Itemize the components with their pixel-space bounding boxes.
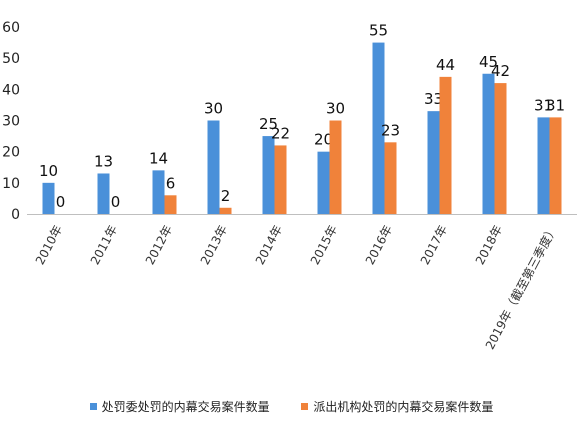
x-tick-label: 2018年 xyxy=(473,223,505,267)
x-tick-label: 2016年 xyxy=(363,223,395,267)
x-tick-label: 2010年 xyxy=(33,223,65,267)
y-tick-label: 0 xyxy=(11,207,20,223)
x-tick-label: 2011年 xyxy=(88,223,120,267)
data-label-series-2: 2 xyxy=(221,187,231,205)
legend-item-series-1: 处罚委处罚的内幕交易案件数量 xyxy=(89,398,270,415)
y-tick-label: 60 xyxy=(2,20,20,36)
data-label-series-1: 31 xyxy=(534,96,553,114)
bar-series-1 xyxy=(42,182,55,214)
x-tick-label: 2014年 xyxy=(253,223,285,267)
bar-series-1 xyxy=(207,120,220,214)
data-label-series-1: 25 xyxy=(259,115,278,133)
data-label-series-1: 33 xyxy=(424,90,443,108)
y-tick-label: 30 xyxy=(2,114,20,130)
data-label-series-1: 13 xyxy=(94,152,113,170)
bar-series-1 xyxy=(372,42,385,215)
x-tick-label: 2017年 xyxy=(418,223,450,267)
bar-series-2 xyxy=(274,145,287,214)
data-label-series-2: 44 xyxy=(436,56,455,74)
bar-series-2 xyxy=(219,207,232,214)
data-label-series-1: 20 xyxy=(314,131,333,149)
bar-series-1 xyxy=(482,73,495,214)
data-label-series-2: 30 xyxy=(326,100,345,118)
bar-series-1 xyxy=(317,151,330,214)
bar-chart: 0 10 20 30 40 50 60 10 0 2010年 13 0 2011年 14 6 2012年 30 2… xyxy=(2,20,577,352)
bar-series-2 xyxy=(164,195,177,214)
data-label-series-1: 14 xyxy=(149,149,168,167)
data-label-series-1: 10 xyxy=(39,162,58,180)
data-label-series-1: 30 xyxy=(204,100,223,118)
data-label-series-2: 0 xyxy=(56,193,66,211)
y-tick-label: 40 xyxy=(2,82,20,98)
bar-series-2 xyxy=(384,142,397,214)
y-tick-label: 10 xyxy=(2,176,20,192)
y-tick-label: 20 xyxy=(2,145,20,161)
bar-series-1 xyxy=(262,136,275,214)
x-tick-label: 2015年 xyxy=(308,223,340,267)
legend-label-series-2: 派出机构处罚的内幕交易案件数量 xyxy=(313,400,494,414)
data-label-series-2: 0 xyxy=(111,193,121,211)
legend-label-series-1: 处罚委处罚的内幕交易案件数量 xyxy=(101,400,270,414)
bar-series-2 xyxy=(439,76,452,214)
data-label-series-1: 45 xyxy=(479,53,498,71)
data-label-series-2: 22 xyxy=(271,124,290,142)
x-tick-label: 2013年 xyxy=(198,223,230,267)
x-tick-label: 2012年 xyxy=(143,223,175,267)
legend-item-series-2: 派出机构处罚的内幕交易案件数量 xyxy=(301,398,493,415)
y-tick-label: 50 xyxy=(2,51,20,67)
bar-series-1 xyxy=(537,117,550,214)
bar-series-1 xyxy=(152,170,165,214)
data-label-series-2: 42 xyxy=(491,62,510,80)
bar-series-1 xyxy=(427,111,440,214)
legend-swatch-series-2 xyxy=(301,403,309,410)
legend-swatch-series-1 xyxy=(89,403,97,410)
bar-series-2 xyxy=(549,117,562,214)
data-label-series-2: 6 xyxy=(166,174,176,192)
data-label-series-1: 55 xyxy=(369,22,388,40)
data-label-series-2: 31 xyxy=(546,96,565,114)
bar-series-2 xyxy=(494,83,507,214)
bar-series-2 xyxy=(329,120,342,214)
chart-legend: 处罚委处罚的内幕交易案件数量 派出机构处罚的内幕交易案件数量 xyxy=(0,398,583,415)
bar-series-1 xyxy=(97,173,110,214)
data-label-series-2: 23 xyxy=(381,121,400,139)
